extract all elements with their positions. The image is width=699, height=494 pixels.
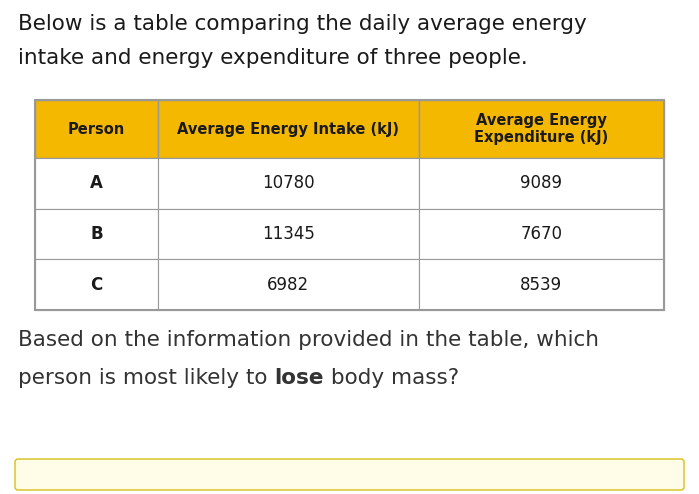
Bar (158, 208, 419, 259)
Bar (158, 158, 419, 208)
Text: Average Energy
Expenditure (kJ): Average Energy Expenditure (kJ) (474, 113, 608, 145)
Text: body mass?: body mass? (324, 368, 459, 388)
Text: Below is a table comparing the daily average energy: Below is a table comparing the daily ave… (18, 14, 586, 34)
Text: 10780: 10780 (262, 174, 315, 192)
Bar (419, 158, 664, 208)
FancyBboxPatch shape (15, 459, 684, 490)
Bar (419, 208, 664, 259)
Bar (158, 259, 419, 310)
Text: 9089: 9089 (520, 174, 562, 192)
Text: 11345: 11345 (261, 225, 315, 243)
Bar (35, 259, 158, 310)
Text: B: B (90, 225, 103, 243)
Text: intake and energy expenditure of three people.: intake and energy expenditure of three p… (18, 48, 528, 68)
Text: 8539: 8539 (520, 276, 563, 293)
Text: Person: Person (68, 122, 125, 136)
Bar (35, 100, 158, 158)
Text: C: C (90, 276, 103, 293)
Bar (158, 100, 419, 158)
Text: Average Energy Intake (kJ): Average Energy Intake (kJ) (177, 122, 399, 136)
Text: 7670: 7670 (520, 225, 562, 243)
Bar (419, 259, 664, 310)
Text: lose: lose (275, 368, 324, 388)
Text: A: A (90, 174, 103, 192)
Text: Based on the information provided in the table, which: Based on the information provided in the… (18, 330, 599, 350)
Text: 6982: 6982 (267, 276, 309, 293)
Bar (35, 208, 158, 259)
Text: person is most likely to: person is most likely to (18, 368, 275, 388)
Bar (35, 100, 664, 310)
Bar (35, 158, 158, 208)
Bar (419, 100, 664, 158)
